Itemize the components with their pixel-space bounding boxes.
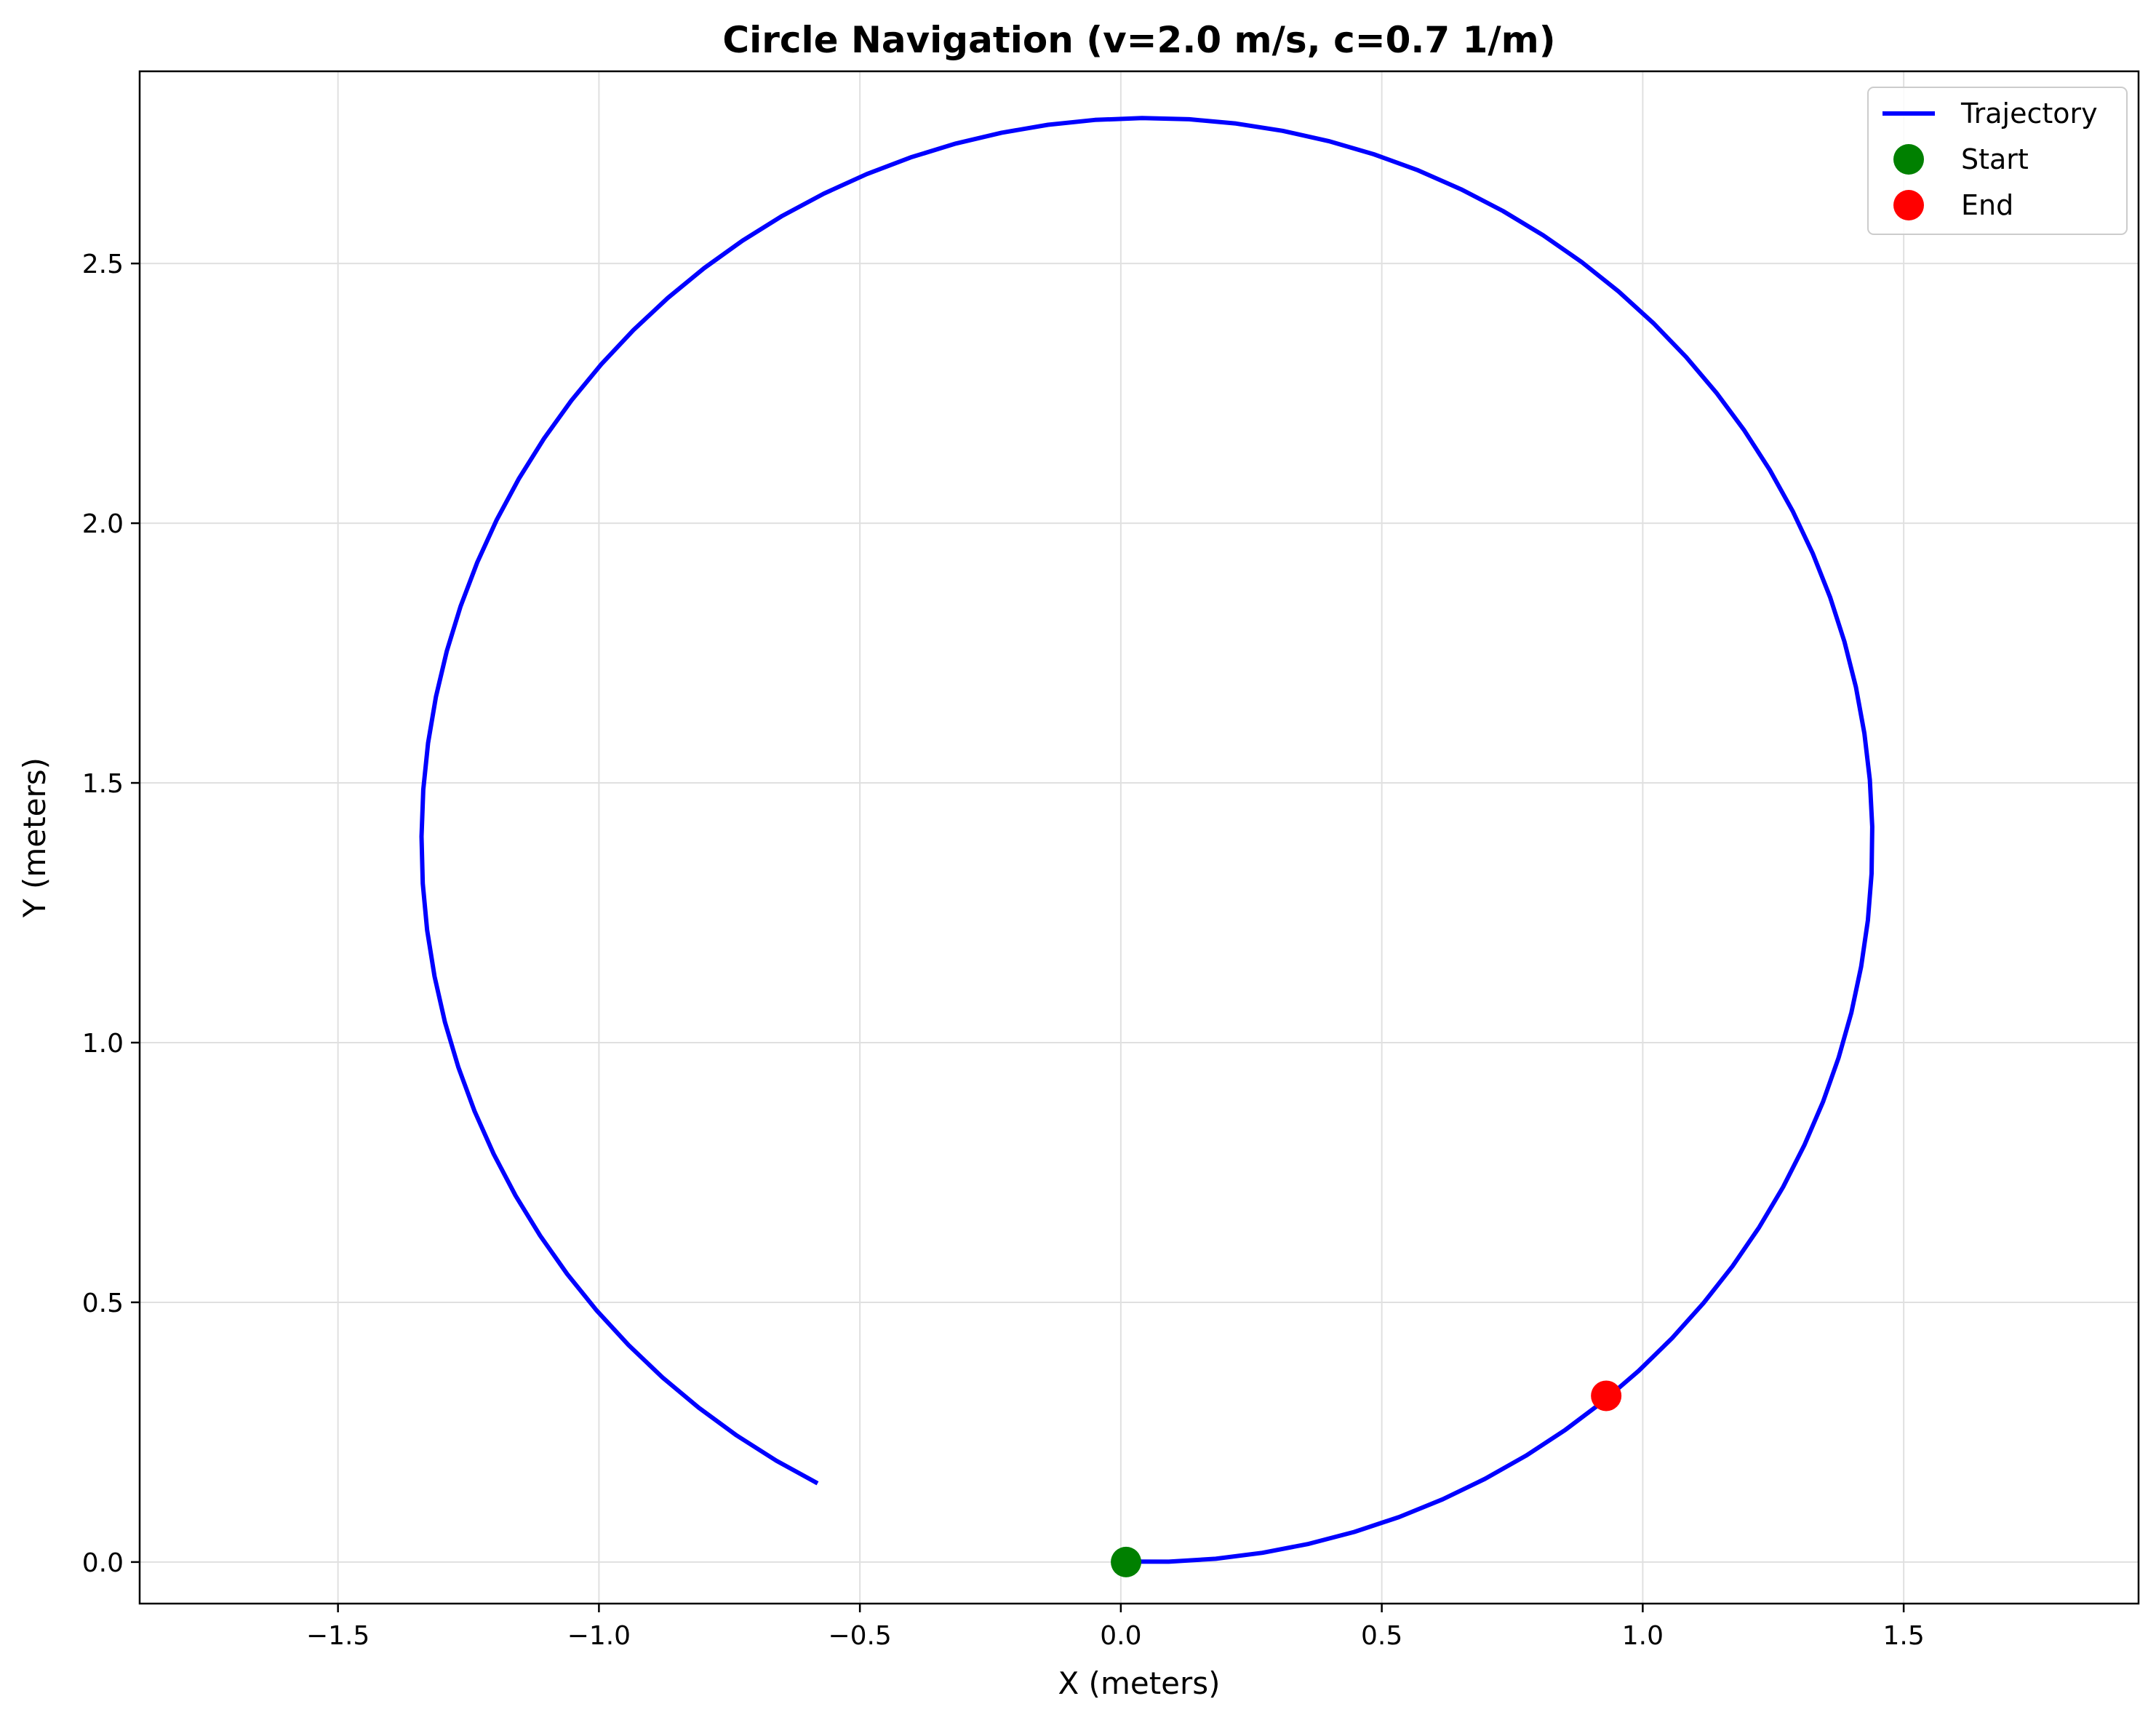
legend-swatch-end: [1893, 190, 1924, 220]
chart-title: Circle Navigation (v=2.0 m/s, c=0.7 1/m): [722, 19, 1555, 61]
legend: Trajectory Start End: [1867, 87, 2128, 235]
series-layer: [419, 116, 1874, 1577]
y-tick-label: 0.0: [82, 1548, 124, 1578]
x-tick-label: −1.0: [567, 1621, 631, 1651]
y-tick-label: 0.5: [82, 1289, 124, 1318]
y-tick-label: 1.5: [82, 769, 124, 799]
grid: [140, 71, 2139, 1604]
legend-label-trajectory: Trajectory: [1960, 97, 2098, 130]
x-tick-label: 0.0: [1100, 1621, 1141, 1651]
y-tick-label: 1.0: [82, 1029, 124, 1059]
end-marker: [1591, 1380, 1622, 1412]
legend-box: [1867, 87, 2128, 235]
x-tick-label: 0.5: [1361, 1621, 1402, 1651]
legend-swatch-start: [1893, 144, 1924, 175]
x-tick-label: −1.5: [306, 1621, 370, 1651]
x-tick-label: 1.5: [1882, 1621, 1924, 1651]
x-tick-label: −0.5: [828, 1621, 891, 1651]
ticks: −1.5 −1.0 −0.5 0.0 0.5 1.0 1.5 0.0 0.5 1.0 1.5 2.0 2…: [82, 250, 1925, 1651]
y-tick-label: 2.5: [82, 250, 124, 279]
y-tick-label: 2.0: [82, 509, 124, 539]
x-axis-label: X (meters): [1058, 1665, 1220, 1701]
plot-frame: [138, 70, 2140, 1605]
start-marker: [1111, 1546, 1142, 1577]
trajectory-line: [419, 116, 1874, 1564]
x-tick-label: 1.0: [1622, 1621, 1664, 1651]
legend-label-end: End: [1961, 189, 2013, 221]
legend-label-start: Start: [1961, 143, 2029, 175]
y-axis-label: Y (meters): [17, 757, 52, 918]
